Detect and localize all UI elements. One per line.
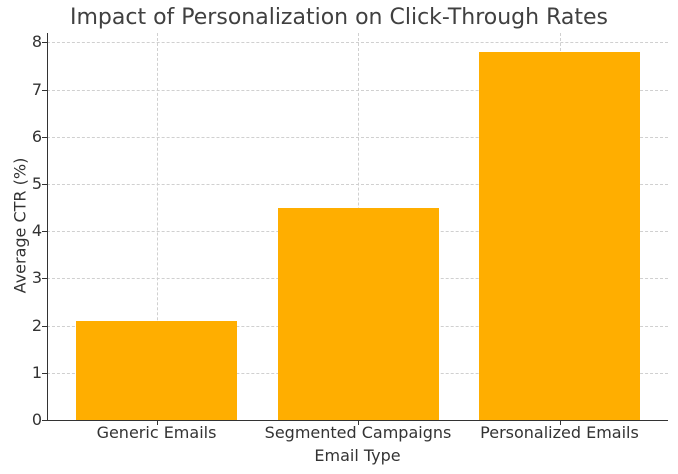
gridline-horizontal: [47, 42, 668, 44]
y-tick-label: 4: [31, 221, 42, 241]
plot-area: [47, 33, 668, 421]
y-tick-label: 7: [31, 79, 42, 99]
y-tick-label: 0: [31, 410, 42, 429]
x-axis-line: [47, 420, 668, 421]
chart-title: Impact of Personalization on Click-Throu…: [70, 5, 608, 30]
bar-personalized-emails: [479, 51, 640, 420]
bar-generic-emails: [76, 320, 237, 420]
y-tick-label: 5: [31, 174, 42, 194]
y-axis-label: Average CTR (%): [10, 157, 30, 294]
y-tick-label: 3: [31, 268, 42, 288]
y-tick-mark: [42, 136, 47, 138]
gridline-horizontal: [47, 89, 668, 91]
x-tick-mark: [358, 420, 359, 425]
y-tick-mark: [42, 231, 47, 233]
y-tick-mark: [42, 42, 47, 44]
x-tick-label: Segmented Campaigns: [264, 423, 452, 442]
gridline-horizontal: [47, 184, 668, 186]
y-axis-line: [47, 33, 48, 421]
y-tick-label: 8: [31, 32, 42, 52]
x-tick-mark: [559, 420, 561, 425]
x-tick-label: Generic Emails: [96, 423, 217, 442]
y-tick-label: 6: [31, 126, 42, 146]
y-tick-label: 2: [31, 315, 42, 335]
y-tick-mark: [42, 420, 47, 421]
y-tick-mark: [42, 372, 47, 374]
gridline-horizontal: [47, 136, 668, 138]
bar-segmented-campaigns: [277, 207, 439, 420]
x-tick-label: Personalized Emails: [480, 423, 639, 442]
y-tick-mark: [42, 278, 47, 280]
y-tick-mark: [42, 89, 47, 91]
gridline-vertical: [156, 33, 158, 420]
y-tick-mark: [42, 325, 47, 327]
y-tick-mark: [42, 184, 47, 186]
x-tick-mark: [156, 420, 158, 425]
x-axis-label: Email Type: [314, 446, 401, 465]
y-tick-label: 1: [31, 362, 42, 382]
